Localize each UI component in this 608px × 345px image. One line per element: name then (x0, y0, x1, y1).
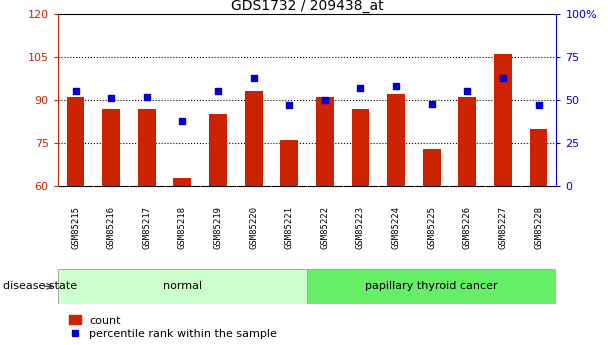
Point (71, 89, 80, 94)
Bar (280, 140, 298, 186)
Bar (351, 109, 370, 186)
Point (391, 83, 401, 89)
Bar (209, 115, 227, 186)
Point (427, 101, 437, 106)
Bar (423, 149, 441, 186)
Point (213, 89, 223, 94)
Text: papillary thyroid cancer: papillary thyroid cancer (365, 282, 498, 291)
Point (106, 96, 116, 101)
Bar (67, 97, 85, 186)
Text: GSM85223: GSM85223 (356, 206, 365, 249)
Bar (173, 178, 192, 186)
Point (534, 102, 544, 108)
Point (463, 89, 472, 94)
Point (498, 75, 508, 80)
Text: GSM85215: GSM85215 (71, 206, 80, 249)
Text: GSM85228: GSM85228 (534, 206, 543, 249)
Text: disease state: disease state (3, 282, 77, 291)
Bar (316, 97, 334, 186)
Text: GSM85221: GSM85221 (285, 206, 294, 249)
Text: GSM85220: GSM85220 (249, 206, 258, 249)
Text: GSM85219: GSM85219 (213, 206, 223, 249)
Title: GDS1732 / 209438_at: GDS1732 / 209438_at (230, 0, 384, 13)
Point (178, 118, 187, 124)
Text: GSM85217: GSM85217 (142, 206, 151, 249)
Bar (494, 54, 512, 186)
Text: normal: normal (163, 282, 202, 291)
Bar (458, 97, 476, 186)
Point (249, 75, 258, 80)
Bar (138, 109, 156, 186)
Point (320, 97, 330, 103)
Point (142, 94, 151, 99)
Text: GSM85218: GSM85218 (178, 206, 187, 249)
Text: GSM85224: GSM85224 (392, 206, 401, 249)
Bar (102, 109, 120, 186)
Text: GSM85226: GSM85226 (463, 206, 472, 249)
Bar (387, 94, 405, 186)
Bar (58, 269, 307, 304)
Legend: count, percentile rank within the sample: count, percentile rank within the sample (69, 315, 277, 339)
Text: GSM85225: GSM85225 (427, 206, 436, 249)
Text: GSM85227: GSM85227 (499, 206, 508, 249)
Text: GSM85216: GSM85216 (106, 206, 116, 249)
Bar (530, 129, 547, 186)
Bar (307, 269, 556, 304)
Point (285, 102, 294, 108)
Point (356, 85, 365, 91)
Text: GSM85222: GSM85222 (320, 206, 330, 249)
Bar (244, 91, 263, 186)
